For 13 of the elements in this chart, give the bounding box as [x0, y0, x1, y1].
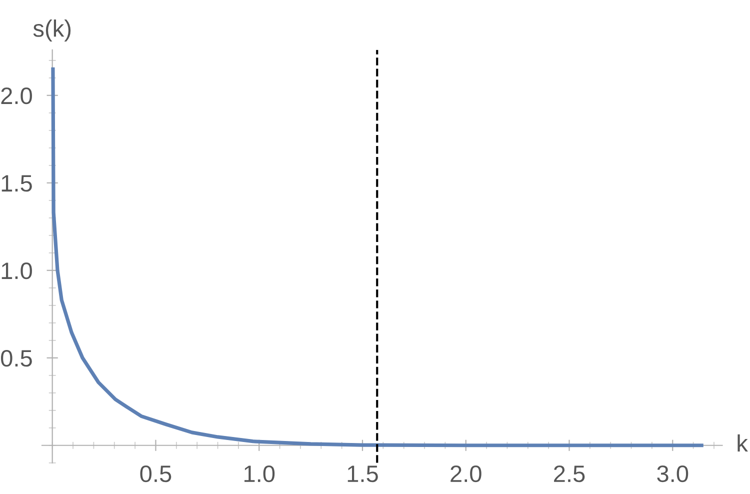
- y-tick-label: 0.5: [0, 350, 32, 367]
- x-tick-label: 3.0: [657, 465, 688, 482]
- x-axis-title: k: [738, 434, 748, 452]
- x-tick-label: 2.0: [450, 465, 482, 482]
- y-tick-label: 2.0: [1, 87, 32, 104]
- x-tick-label: 2.5: [554, 465, 585, 482]
- x-tick-label: 1.0: [244, 465, 275, 482]
- y-tick-label: 1.0: [2, 262, 32, 280]
- x-tick-label: 1.5: [348, 466, 378, 482]
- y-axis-title: s(k): [33, 20, 71, 42]
- x-tick-label: 0.5: [140, 465, 172, 482]
- line-series: [51, 67, 704, 448]
- y-tick-label: 1.5: [2, 175, 32, 192]
